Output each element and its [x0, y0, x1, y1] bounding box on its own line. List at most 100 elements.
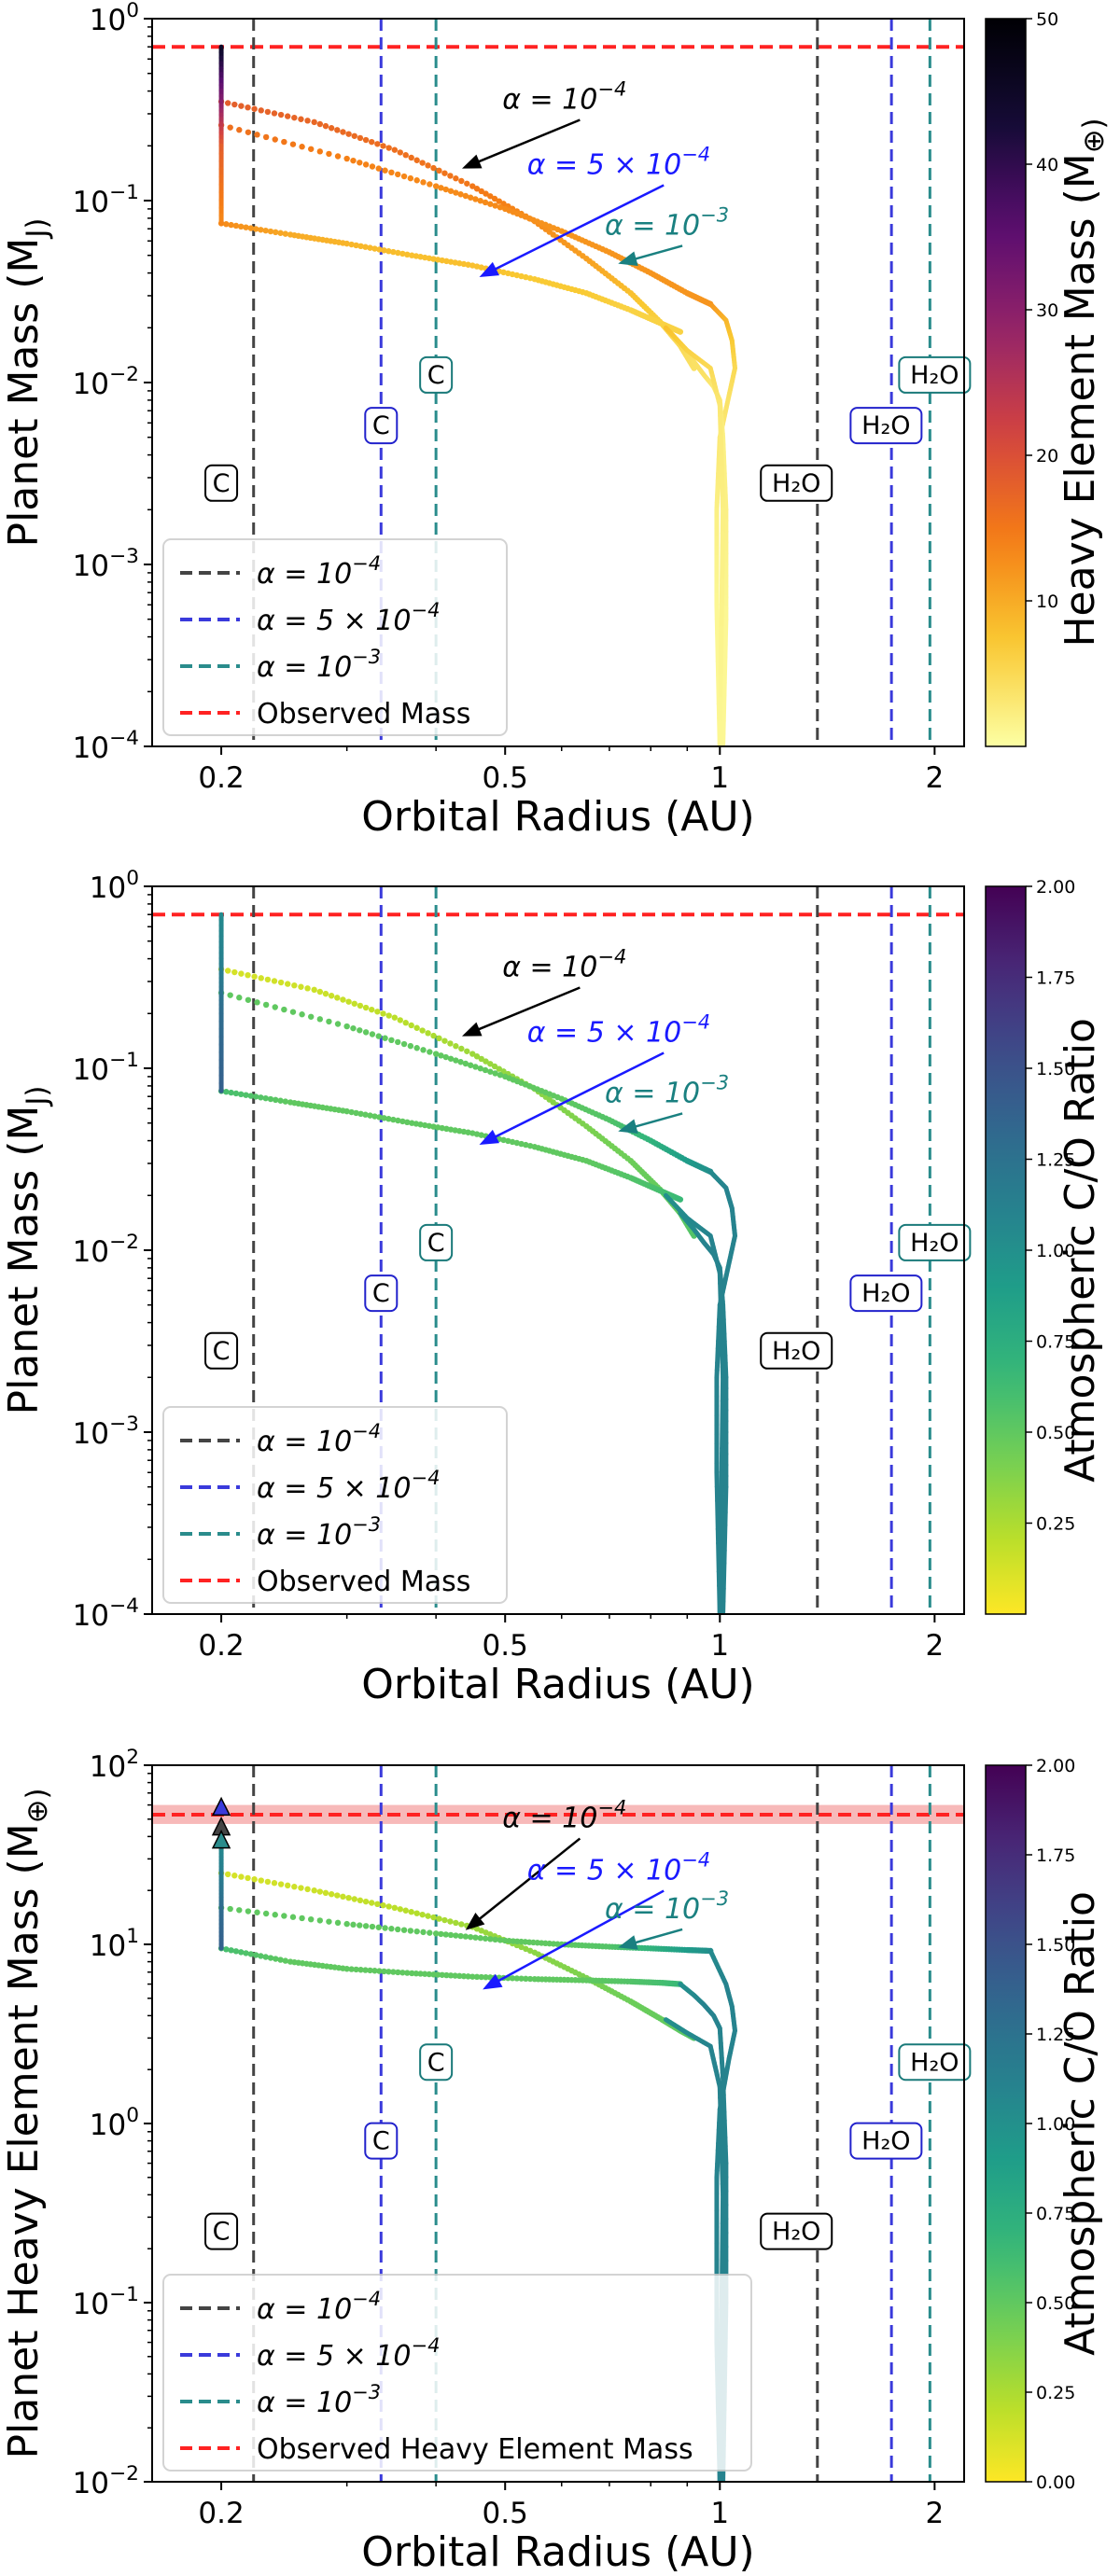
series-point [262, 133, 270, 141]
series-point [491, 195, 498, 202]
colorbar-tick-label-8: 1.75 [1036, 1845, 1075, 1866]
series-point [425, 1913, 431, 1919]
series-point [273, 1956, 279, 1962]
series-point [258, 1877, 264, 1884]
series-point [677, 328, 684, 335]
series-point [298, 116, 304, 122]
series-point [482, 1066, 489, 1074]
series-point [432, 183, 440, 189]
series-point [492, 1936, 498, 1943]
series-point [357, 1002, 364, 1010]
series-point [273, 229, 279, 236]
series-point [430, 164, 437, 172]
series-point [391, 1904, 399, 1912]
series-point [374, 1009, 381, 1015]
series-point [277, 1956, 284, 1963]
y-axis-label: Planet Mass (MJ) [0, 1086, 54, 1415]
series-point [380, 1901, 386, 1909]
series-point [439, 1971, 445, 1978]
series-point [523, 1975, 529, 1983]
series-point [469, 1973, 476, 1980]
series-point [282, 1957, 289, 1964]
series-point [390, 1969, 397, 1975]
snow-label-box-4 [760, 1331, 833, 1370]
x-tick-label-3: 1 [710, 2497, 729, 2530]
series-point [343, 1966, 350, 1972]
series-point [442, 186, 449, 193]
series-point [340, 996, 346, 1003]
series-point [340, 1893, 346, 1901]
series-point [328, 993, 335, 999]
snow-label-box-5 [849, 1274, 923, 1313]
y-tick-label-5: 102 [90, 1746, 139, 1784]
series-point [487, 193, 494, 200]
series-point [391, 146, 399, 153]
series-point [467, 194, 474, 201]
series-point [425, 162, 431, 169]
series-point [420, 179, 427, 186]
annotation-2: α = 5 × 10−4 [527, 1011, 710, 1050]
series-point [464, 180, 470, 187]
series-point [402, 152, 409, 159]
series-point [304, 985, 311, 992]
series-3 [217, 1945, 684, 1987]
series-point [382, 167, 388, 174]
colorbar-tick-label-6: 1.25 [1036, 2025, 1075, 2045]
series-point [509, 1975, 516, 1982]
series-point [457, 1059, 464, 1065]
snow-label-3: C [427, 361, 445, 390]
series-point [343, 155, 350, 162]
series-point [264, 976, 272, 983]
series-point [343, 1023, 350, 1030]
series-point [362, 1004, 370, 1011]
annotation-1: α = 10−4 [502, 945, 626, 983]
snow-label-2: C [372, 2127, 390, 2156]
snow-label-box-1 [204, 1331, 239, 1370]
series-point [223, 1089, 230, 1095]
series-point [316, 1917, 324, 1924]
annotation-arrow-1 [471, 986, 581, 1034]
y-tick-label-4: 101 [90, 1925, 139, 1963]
series-point [442, 1931, 449, 1938]
series-point [326, 150, 332, 158]
legend-box [162, 2274, 752, 2472]
series-point [369, 1006, 375, 1013]
colorbar-label: Heavy Element Mass (M⊕) [1057, 118, 1111, 647]
series-point [262, 1094, 269, 1102]
colorbar-tick-label-3: 0.75 [1036, 1332, 1075, 1353]
series-point [245, 1908, 252, 1915]
series-point [311, 986, 317, 994]
series-point [371, 1113, 378, 1120]
series-point [413, 1970, 420, 1977]
series-point [380, 1010, 386, 1017]
series-point [357, 1897, 364, 1904]
series-point [271, 110, 278, 117]
series-point [467, 1933, 474, 1941]
series-point [351, 1896, 357, 1902]
series-point [380, 143, 386, 149]
colorbar-tick-label-3: 30 [1036, 300, 1058, 321]
colorbar-tick-label-1: 10 [1036, 592, 1058, 612]
series-point [434, 1971, 441, 1978]
series-point [304, 118, 311, 124]
series-point [367, 244, 373, 251]
series-point [469, 1051, 476, 1057]
series-point [487, 1061, 494, 1067]
marker-triangle-3 [211, 1830, 231, 1849]
series-point [385, 145, 392, 151]
series-point [447, 1918, 454, 1925]
series-point [367, 1967, 373, 1974]
annotation-2: α = 5 × 10−4 [527, 144, 710, 182]
snow-label-box-2 [364, 2122, 399, 2160]
colorbar [985, 885, 1027, 1615]
series-point [272, 136, 278, 143]
snow-label-4: H₂O [772, 1337, 820, 1366]
series-point [353, 1109, 359, 1117]
y-axis-label: Planet Heavy Element Mass (M⊕) [0, 1789, 54, 2459]
series-point [262, 1910, 270, 1917]
series-point [483, 1058, 489, 1065]
annotation-arrow-1 [473, 1837, 581, 1925]
series-point [395, 1969, 401, 1976]
series-point [473, 1973, 481, 1981]
